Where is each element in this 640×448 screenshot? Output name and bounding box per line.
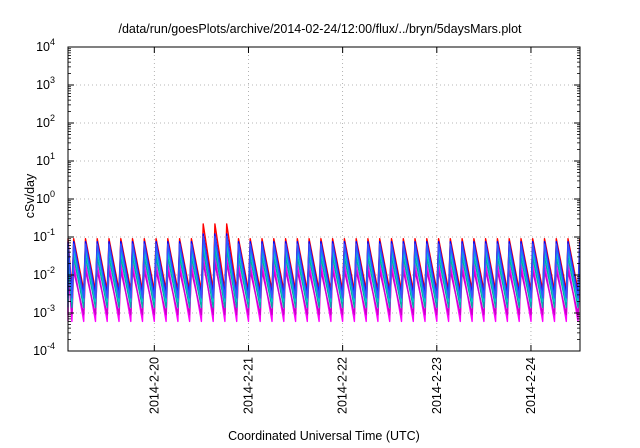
y-axis: 10-4 10-3 10-2 10-1 100 101 102 103 104 [33,37,580,358]
x-tick-label: 2014-2-24 [524,357,538,414]
x-tick-label: 2014-2-21 [241,357,255,414]
grid [68,47,580,351]
y-tick-label: 10-1 [33,227,55,244]
series-line [67,235,581,299]
y-tick-label: 10-3 [33,303,55,320]
x-axis: 2014-2-20 2014-2-21 2014-2-22 2014-2-23 2014… [147,47,538,414]
y-tick-label: 102 [36,113,55,130]
series-group [67,223,581,323]
x-tick-label: 2014-2-23 [430,357,444,414]
y-tick-label: 100 [36,189,55,206]
y-axis-label: cSv/day [23,173,37,219]
y-tick-label: 10-2 [33,265,55,282]
x-tick-label: 2014-2-22 [336,357,350,414]
y-tick-label: 10-4 [33,341,55,358]
x-axis-label: Coordinated Universal Time (UTC) [228,429,420,443]
y-tick-label: 103 [36,75,55,92]
y-tick-label: 101 [36,151,55,168]
x-tick-label: 2014-2-20 [147,357,161,414]
chart-title: /data/run/goesPlots/archive/2014-02-24/1… [118,22,522,36]
y-tick-label: 104 [36,37,55,54]
